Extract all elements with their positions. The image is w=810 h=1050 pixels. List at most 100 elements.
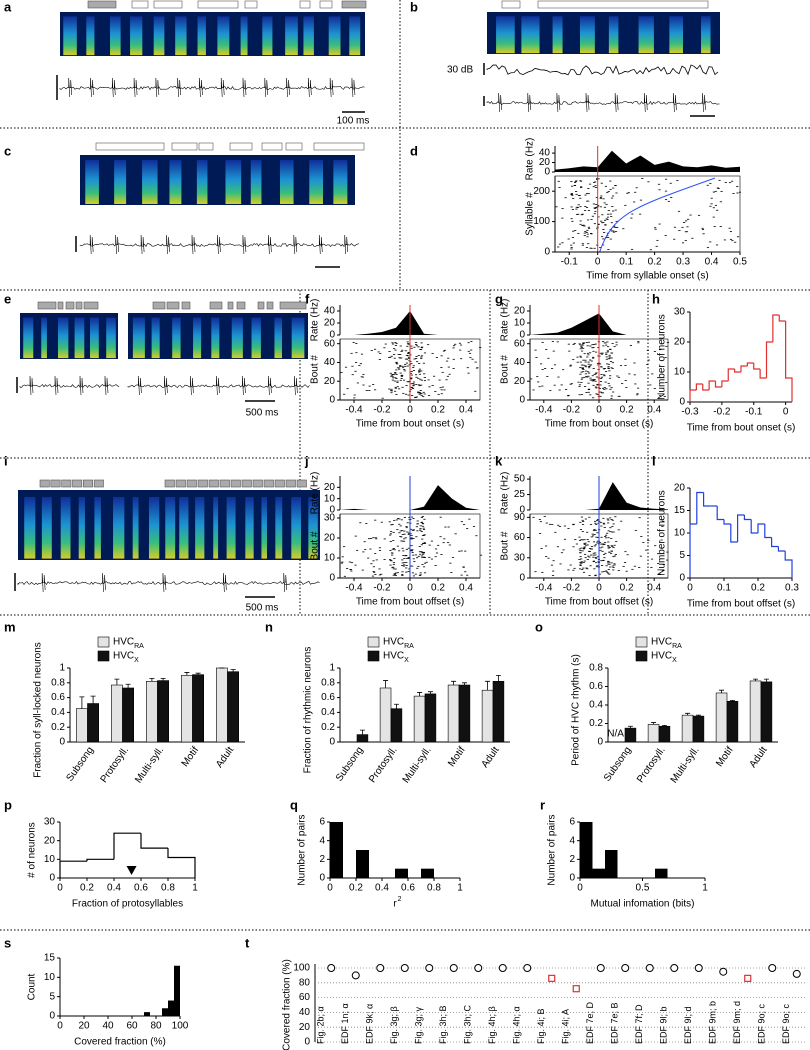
syllable-energy — [94, 497, 101, 559]
raster-tick — [662, 564, 666, 565]
syllable-bar — [39, 479, 50, 488]
raster-tick — [595, 372, 598, 374]
category-label: EDF 7e; B — [610, 1002, 620, 1044]
y-axis-label: Rate (Hz) — [310, 299, 321, 342]
raster-tick — [611, 367, 614, 369]
x-tick-label: 0 — [596, 405, 602, 416]
raster-tick — [630, 217, 633, 219]
raster-tick — [609, 527, 612, 529]
raster-tick — [600, 536, 603, 538]
raster-tick — [600, 195, 603, 197]
y-tick-label: 0 — [59, 737, 65, 748]
raster-tick — [594, 520, 597, 522]
raster-tick — [607, 237, 610, 238]
raster-tick — [595, 351, 598, 353]
error-bar — [230, 669, 236, 672]
panel-label: a — [4, 0, 12, 14]
bar — [356, 734, 369, 743]
raster-tick — [402, 550, 405, 552]
syllable-energy — [213, 497, 219, 559]
raster-tick — [611, 519, 614, 521]
raster-tick — [591, 357, 595, 359]
raster-tick — [428, 386, 431, 388]
error-bar — [719, 689, 725, 693]
raster-tick — [408, 568, 411, 570]
raster-tick — [585, 247, 589, 248]
raster-tick — [597, 522, 600, 524]
raster-tick — [422, 543, 425, 544]
raster-tick — [586, 539, 589, 540]
syllable-bar — [261, 142, 283, 151]
raster-tick — [595, 557, 598, 559]
raster-tick — [395, 361, 398, 363]
raster-tick — [390, 374, 394, 376]
point — [694, 964, 703, 972]
syllable-bar — [37, 301, 57, 310]
raster-tick — [607, 363, 611, 365]
raster-tick — [440, 355, 443, 357]
syllable-energy — [114, 160, 127, 204]
raster-tick — [624, 365, 627, 366]
error-bar — [184, 672, 190, 676]
histogram-step — [746, 362, 754, 366]
raster-tick — [577, 381, 580, 383]
bar — [647, 724, 660, 743]
histogram-step — [772, 314, 780, 342]
raster-tick — [579, 197, 582, 199]
raster-tick — [567, 528, 570, 529]
legend-label: HVC — [113, 637, 134, 648]
legend-swatch — [635, 650, 648, 662]
raster-tick — [585, 392, 588, 393]
syllable-bar — [285, 479, 296, 488]
x-tick-label: 1 — [702, 883, 708, 894]
raster-tick — [713, 226, 716, 227]
raster-tick — [579, 373, 582, 375]
raster-tick — [581, 539, 584, 541]
raster-tick — [546, 376, 549, 377]
y-axis-label: Number of neurons — [657, 314, 668, 400]
raster-tick — [393, 519, 396, 521]
raster-tick — [709, 182, 712, 184]
legend-label: HVC — [383, 637, 404, 648]
raster-tick — [349, 569, 353, 570]
raster-tick — [421, 516, 424, 517]
raster-tick — [677, 210, 681, 212]
raster-tick — [583, 544, 586, 545]
y-tick-label: 15 — [44, 953, 56, 964]
raster-tick — [580, 382, 583, 383]
raster-tick — [567, 395, 570, 397]
syllable-bar — [57, 301, 64, 310]
raster-tick — [600, 376, 604, 378]
raster-tick — [395, 378, 398, 379]
raster-tick — [582, 561, 585, 563]
raster-tick — [602, 522, 605, 524]
raster-tick — [407, 343, 410, 344]
raster-tick — [404, 555, 407, 557]
raster-tick — [738, 191, 742, 193]
syllable-bar — [181, 301, 191, 310]
syllable-energy — [151, 317, 160, 359]
raster-tick — [575, 193, 578, 195]
raster-tick — [583, 539, 586, 541]
raster-tick — [405, 571, 408, 573]
raster-tick — [392, 531, 395, 533]
x-tick-label: 0 — [783, 407, 789, 418]
raster-tick — [633, 362, 636, 364]
y-tick-label: 1 — [59, 663, 65, 674]
histogram-bar — [162, 1008, 168, 1016]
category-label: EDF 9o; c — [757, 1003, 767, 1044]
raster-tick — [610, 562, 613, 564]
raster-tick — [602, 345, 605, 347]
raster-tick — [391, 523, 394, 525]
raster-tick — [396, 386, 399, 388]
raster-tick — [474, 361, 477, 363]
raster-tick — [586, 544, 589, 546]
raster-tick — [597, 347, 600, 348]
raster-tick — [706, 246, 710, 248]
raster-tick — [599, 381, 603, 382]
raster-tick — [556, 341, 559, 343]
syllable-bar — [244, 0, 258, 9]
raster-tick — [608, 385, 611, 387]
raster-tick — [709, 241, 712, 243]
raster-tick — [576, 361, 579, 363]
